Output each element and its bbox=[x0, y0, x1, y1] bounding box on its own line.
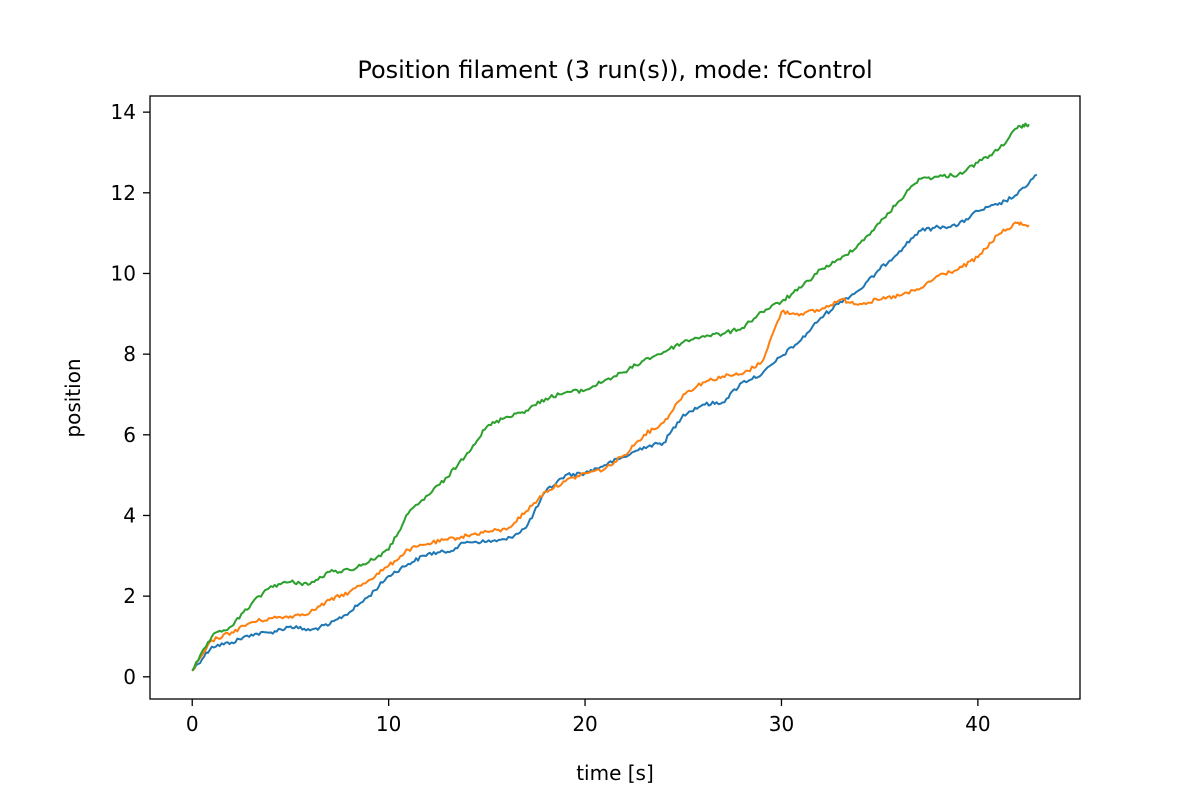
y-tick-label: 8 bbox=[123, 342, 136, 366]
y-axis-label: position bbox=[61, 358, 85, 437]
y-tick-label: 14 bbox=[111, 100, 136, 124]
plot-lines bbox=[191, 122, 1038, 672]
x-tick-label: 40 bbox=[965, 712, 990, 736]
y-tick-label: 0 bbox=[123, 665, 136, 689]
x-axis-label: time [s] bbox=[576, 761, 654, 785]
series-line-1 bbox=[191, 173, 1038, 672]
y-tick-label: 2 bbox=[123, 584, 136, 608]
y-tick-label: 10 bbox=[111, 261, 136, 285]
x-axis-ticks: 0 10 20 30 40 bbox=[186, 699, 991, 736]
chart-title: Position filament (3 run(s)), mode: fCon… bbox=[357, 56, 872, 84]
x-tick-label: 20 bbox=[572, 712, 597, 736]
x-tick-label: 0 bbox=[186, 712, 199, 736]
x-tick-label: 30 bbox=[769, 712, 794, 736]
plot-frame bbox=[149, 95, 1081, 700]
series-line-2 bbox=[191, 221, 1030, 672]
series-line-3 bbox=[191, 122, 1030, 672]
y-axis-ticks: 0 2 4 6 8 10 12 14 bbox=[111, 100, 150, 689]
y-tick-label: 6 bbox=[123, 423, 136, 447]
y-tick-label: 4 bbox=[123, 503, 136, 527]
y-tick-label: 12 bbox=[111, 181, 136, 205]
x-tick-label: 10 bbox=[376, 712, 401, 736]
